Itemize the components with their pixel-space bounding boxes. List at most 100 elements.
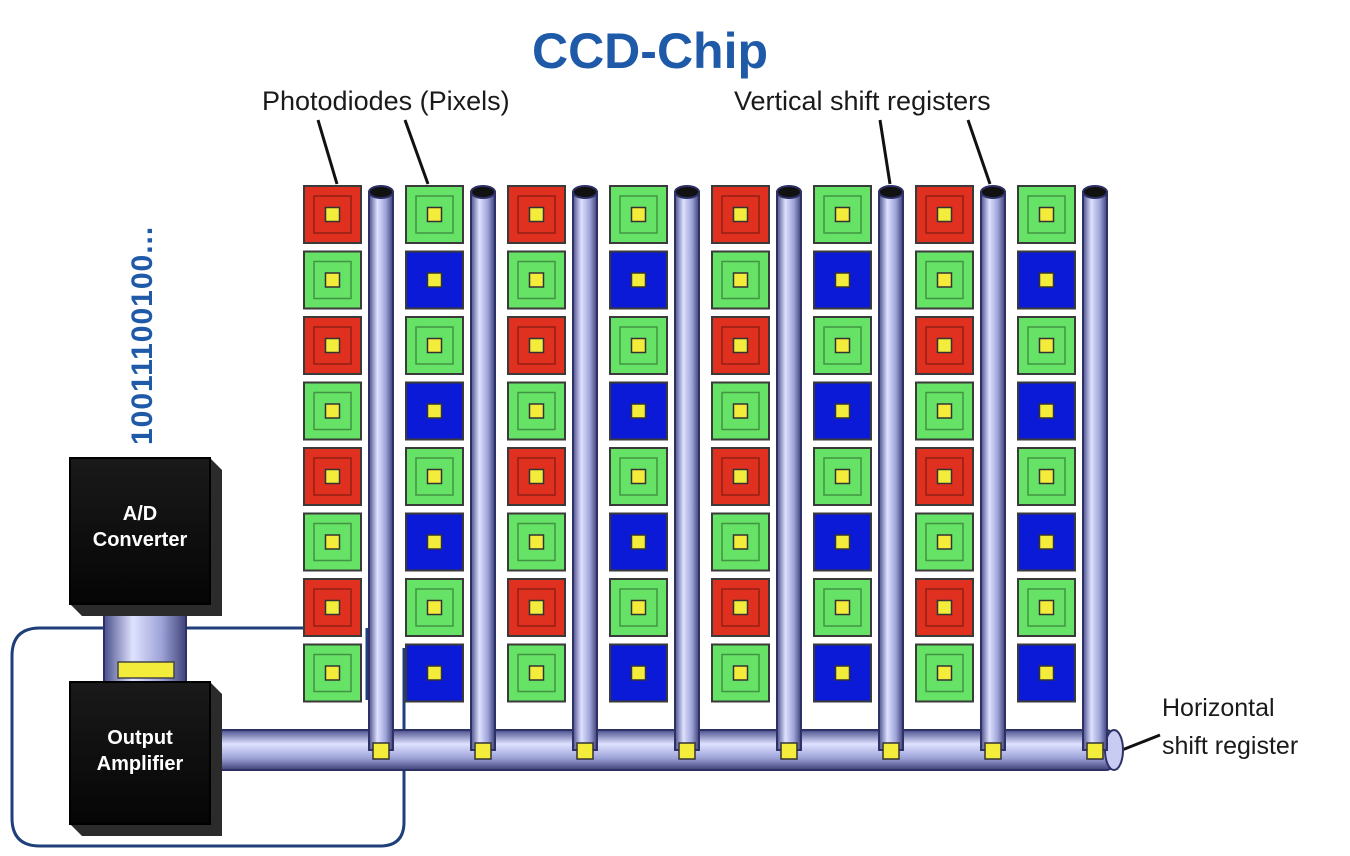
photodiode-pixel <box>508 448 565 505</box>
photodiode-pixel <box>610 186 667 243</box>
pixel-center <box>428 601 442 615</box>
photodiode-pixel <box>304 317 361 374</box>
pixel-center <box>1040 339 1054 353</box>
pixel-center <box>632 601 646 615</box>
photodiode-pixel <box>406 514 463 571</box>
photodiode-pixel <box>916 252 973 309</box>
pixel-center <box>428 666 442 680</box>
photodiode-pixel <box>304 383 361 440</box>
photodiode-pixel <box>304 252 361 309</box>
photodiode-pixel <box>508 645 565 702</box>
ad-converter-label-1: A/D <box>123 503 157 525</box>
pixel-center <box>326 208 340 222</box>
pixel-center <box>632 470 646 484</box>
pixel-center <box>326 273 340 287</box>
register-junction <box>373 743 389 759</box>
vertical-shift-register <box>369 186 393 759</box>
pixel-center <box>836 339 850 353</box>
photodiode-pixel <box>610 514 667 571</box>
photodiode-pixel <box>916 579 973 636</box>
photodiode-pixel <box>814 645 871 702</box>
pixel-center <box>734 601 748 615</box>
pixel-center <box>326 535 340 549</box>
register-junction <box>577 743 593 759</box>
pixel-center <box>938 404 952 418</box>
vertical-shift-register <box>573 186 597 759</box>
pixel-center <box>428 208 442 222</box>
photodiode-pixel <box>814 317 871 374</box>
photodiode-pixel <box>712 645 769 702</box>
photodiode-pixel <box>508 186 565 243</box>
photodiode-pixel <box>610 317 667 374</box>
pixel-center <box>938 535 952 549</box>
pixel-center <box>326 601 340 615</box>
photodiode-pixel <box>406 579 463 636</box>
photodiode-pixel <box>814 448 871 505</box>
output-amplifier-box: Output Amplifier <box>70 682 222 836</box>
pixel-center <box>428 273 442 287</box>
pixel-center <box>938 470 952 484</box>
photodiode-pixel <box>610 252 667 309</box>
register-junction <box>679 743 695 759</box>
photodiode-pixel <box>814 252 871 309</box>
photodiode-pixel <box>304 579 361 636</box>
photodiode-pixel <box>508 252 565 309</box>
photodiode-pixel <box>916 383 973 440</box>
pixel-center <box>938 339 952 353</box>
diagram-title: CCD-Chip <box>532 23 768 79</box>
pixel-center <box>836 404 850 418</box>
vertical-shift-register <box>471 186 495 759</box>
pixel-center <box>632 404 646 418</box>
photodiode-pixel <box>1018 579 1075 636</box>
photodiode-pixel <box>406 448 463 505</box>
photodiode-pixel <box>406 252 463 309</box>
photodiode-pixel <box>610 448 667 505</box>
photodiode-pixel <box>304 514 361 571</box>
ad-converter-label-2: Converter <box>93 529 188 551</box>
photodiode-pixel <box>610 645 667 702</box>
pixel-center <box>836 666 850 680</box>
pixel-center <box>836 273 850 287</box>
photodiode-pixel <box>406 383 463 440</box>
horizontal-register-label-1: Horizontal <box>1162 694 1275 722</box>
pixel-center <box>326 666 340 680</box>
photodiode-pixel <box>1018 645 1075 702</box>
register-junction <box>985 743 1001 759</box>
photodiode-pixel <box>814 383 871 440</box>
pixel-center <box>1040 208 1054 222</box>
pixel-center <box>530 273 544 287</box>
pixel-center <box>326 404 340 418</box>
register-junction <box>1087 743 1103 759</box>
photodiode-pixel <box>610 579 667 636</box>
photodiode-pixel <box>712 186 769 243</box>
vertical-shift-register <box>777 186 801 759</box>
photodiode-pixel <box>610 383 667 440</box>
amplifier-label-2: Amplifier <box>97 753 184 775</box>
pixel-center <box>632 273 646 287</box>
photodiode-pixel <box>1018 317 1075 374</box>
photodiode-pixel <box>712 448 769 505</box>
vertical-shift-registers-label: Vertical shift registers <box>734 86 991 116</box>
pixel-center <box>734 339 748 353</box>
pixel-center <box>734 208 748 222</box>
pixel-center <box>530 601 544 615</box>
pixel-center <box>938 601 952 615</box>
pixel-center <box>836 601 850 615</box>
pixel-center <box>428 535 442 549</box>
vertical-shift-register <box>1083 186 1107 759</box>
photodiode-pixel <box>916 645 973 702</box>
pixel-center <box>428 404 442 418</box>
photodiode-pixel <box>814 514 871 571</box>
pixel-center <box>938 208 952 222</box>
pixel-center <box>1040 404 1054 418</box>
pixel-center <box>530 404 544 418</box>
pixel-center <box>1040 601 1054 615</box>
photodiode-pixel <box>1018 514 1075 571</box>
vertical-shift-register <box>879 186 903 759</box>
photodiode-pixel <box>304 186 361 243</box>
vertical-shift-register <box>675 186 699 759</box>
photodiode-pixel <box>916 514 973 571</box>
photodiode-pixel <box>304 448 361 505</box>
register-junction <box>475 743 491 759</box>
